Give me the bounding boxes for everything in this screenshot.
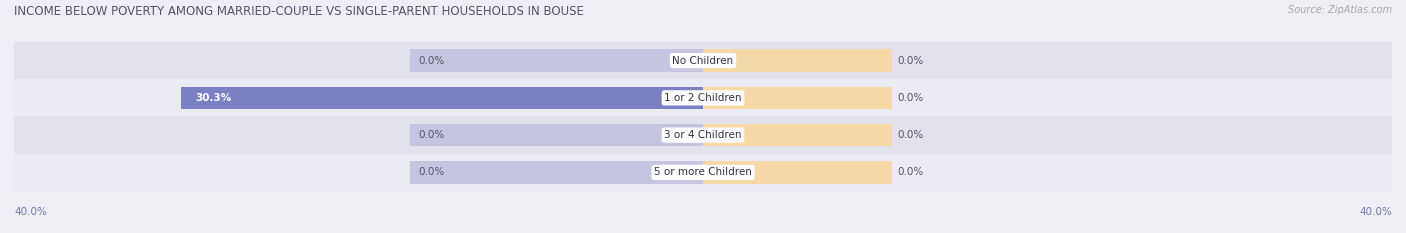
Bar [14,154,1392,191]
Bar [411,124,703,146]
Text: 30.3%: 30.3% [195,93,231,103]
Text: 0.0%: 0.0% [419,168,446,177]
Text: 1 or 2 Children: 1 or 2 Children [664,93,742,103]
Bar [14,42,1392,79]
Bar [703,124,893,146]
Text: 5 or more Children: 5 or more Children [654,168,752,177]
Bar [703,87,893,109]
Text: INCOME BELOW POVERTY AMONG MARRIED-COUPLE VS SINGLE-PARENT HOUSEHOLDS IN BOUSE: INCOME BELOW POVERTY AMONG MARRIED-COUPL… [14,5,583,18]
Text: 3 or 4 Children: 3 or 4 Children [664,130,742,140]
Bar [703,49,893,72]
Text: 40.0%: 40.0% [1360,207,1392,217]
Text: No Children: No Children [672,56,734,65]
Bar [411,161,703,184]
Text: 0.0%: 0.0% [897,56,924,65]
Text: 0.0%: 0.0% [419,130,446,140]
Bar [181,87,703,109]
Text: 0.0%: 0.0% [419,56,446,65]
Text: Source: ZipAtlas.com: Source: ZipAtlas.com [1288,5,1392,15]
Text: 0.0%: 0.0% [897,130,924,140]
Bar [14,116,1392,154]
Bar [411,87,703,109]
Text: 0.0%: 0.0% [897,93,924,103]
Text: 40.0%: 40.0% [14,207,46,217]
Text: 0.0%: 0.0% [897,168,924,177]
Bar [411,49,703,72]
Bar [703,161,893,184]
Bar [14,79,1392,116]
